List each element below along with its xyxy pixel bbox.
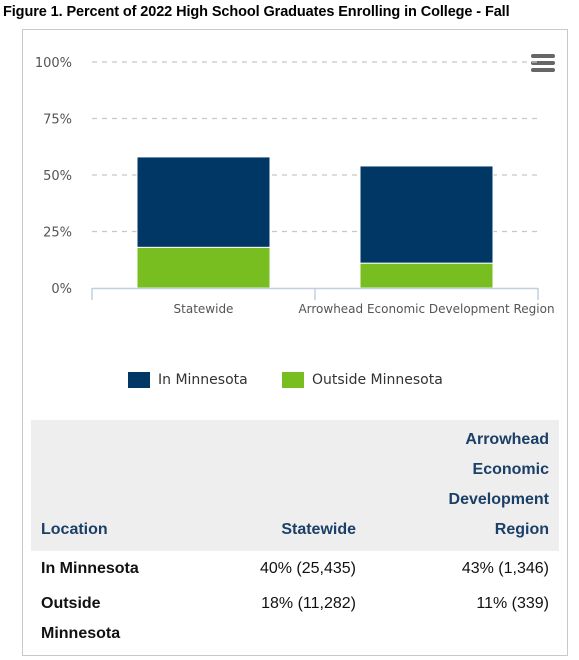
header-arrowhead-line-4: Region xyxy=(494,521,549,538)
header-location: Location xyxy=(41,521,108,538)
row-arrowhead: 11% (339) xyxy=(476,595,549,612)
header-arrowhead-line-1: Arrowhead xyxy=(465,431,549,448)
legend: In Minnesota Outside Minnesota xyxy=(0,372,579,394)
x-tick-label: Statewide xyxy=(174,302,234,316)
row-location-line-1: In Minnesota xyxy=(41,560,139,577)
legend-item-outside-minnesota[interactable]: Outside Minnesota xyxy=(282,372,443,388)
row-location-line-2: Minnesota xyxy=(41,625,121,642)
y-tick-label: 50% xyxy=(43,169,72,184)
figure-title: Figure 1. Percent of 2022 High School Gr… xyxy=(3,4,510,20)
table-header: Location Statewide Arrowhead Economic De… xyxy=(31,420,559,551)
legend-label-in-minnesota: In Minnesota xyxy=(158,372,248,388)
header-statewide: Statewide xyxy=(281,521,356,538)
header-arrowhead: Arrowhead Economic Development Region xyxy=(419,425,549,545)
bar-outside-minnesota[interactable] xyxy=(359,262,494,289)
y-tick-label: 100% xyxy=(35,56,72,71)
y-tick-label: 0% xyxy=(51,282,72,297)
legend-swatch-in-minnesota xyxy=(128,372,150,388)
table-row: Outside Minnesota 18% (11,282) 11% (339) xyxy=(31,586,559,656)
hamburger-menu-icon[interactable] xyxy=(531,54,555,74)
chart-frame xyxy=(22,29,568,656)
row-location: In Minnesota xyxy=(41,554,181,584)
row-arrowhead: 43% (1,346) xyxy=(461,560,549,577)
bar-outside-minnesota[interactable] xyxy=(136,246,271,289)
row-location-line-1: Outside xyxy=(41,595,101,612)
legend-item-in-minnesota[interactable]: In Minnesota xyxy=(128,372,248,388)
table-row: In Minnesota 40% (25,435) 43% (1,346) xyxy=(31,551,559,586)
x-tick-label: Arrowhead Economic Development Region xyxy=(298,302,554,316)
data-table: Location Statewide Arrowhead Economic De… xyxy=(31,420,559,656)
bars xyxy=(136,156,494,289)
legend-swatch-outside-minnesota xyxy=(282,372,304,388)
legend-label-outside-minnesota: Outside Minnesota xyxy=(312,372,443,388)
y-tick-label: 75% xyxy=(43,113,72,128)
stacked-bar-chart: 0% 25% 50% 75% 100% Statewide Arrowhead Econo… xyxy=(35,56,555,316)
x-axis: Statewide Arrowhead Economic Development … xyxy=(91,287,555,316)
header-arrowhead-line-2: Economic xyxy=(472,461,549,478)
y-axis: 0% 25% 50% 75% 100% xyxy=(35,56,72,297)
row-statewide: 18% (11,282) xyxy=(261,595,356,612)
y-tick-label: 25% xyxy=(43,226,72,241)
row-location: Outside Minnesota xyxy=(41,589,181,649)
header-arrowhead-line-3: Development xyxy=(448,491,549,508)
row-statewide: 40% (25,435) xyxy=(259,560,356,577)
bar-in-minnesota[interactable] xyxy=(136,156,271,248)
bar-in-minnesota[interactable] xyxy=(359,165,494,264)
